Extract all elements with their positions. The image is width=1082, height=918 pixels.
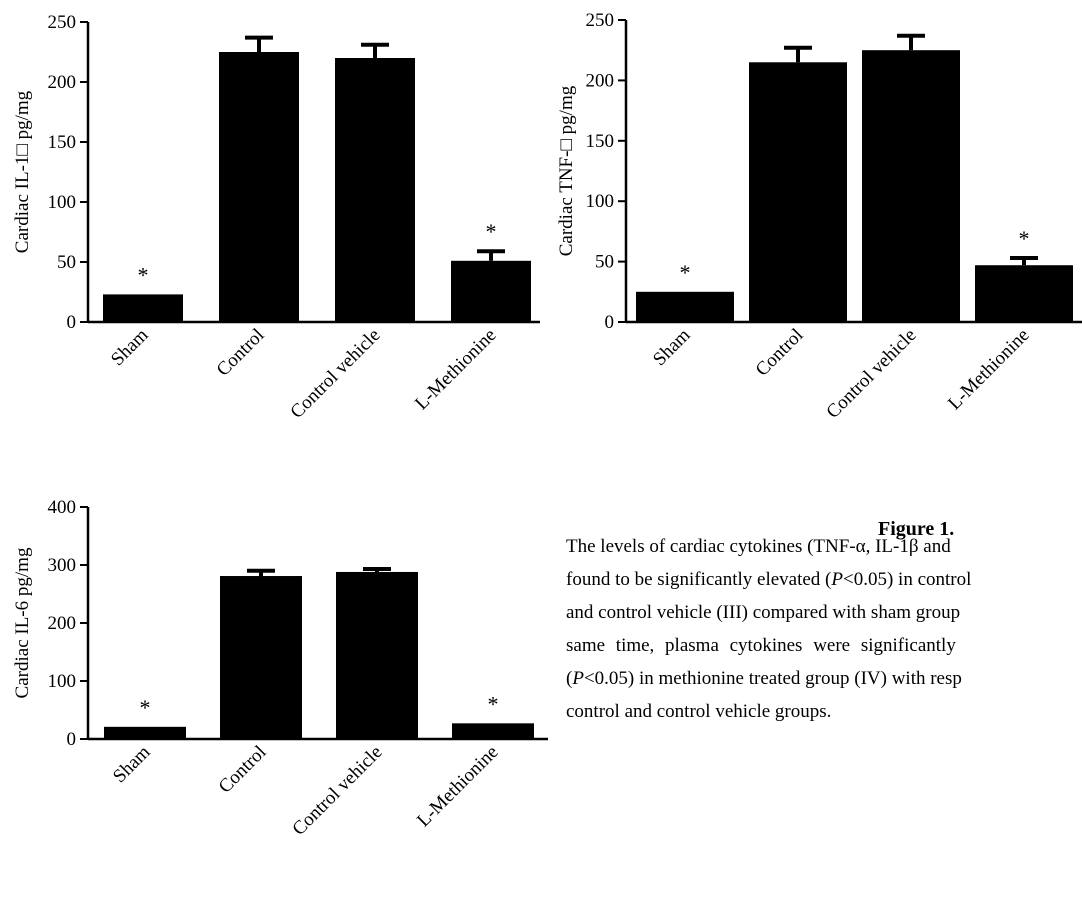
x-tick-label: L-Methionine bbox=[944, 325, 1033, 414]
y-tick-label: 200 bbox=[48, 613, 77, 634]
x-tick-label: Sham bbox=[109, 742, 155, 788]
caption-text: <0.05) in control bbox=[843, 569, 972, 590]
caption-line-6: control and control vehicle groups. bbox=[566, 695, 1082, 728]
caption-line-5: (P<0.05) in methionine treated group (IV… bbox=[566, 662, 1082, 695]
bar bbox=[335, 58, 415, 322]
y-tick-label: 400 bbox=[48, 497, 77, 518]
x-tick-label: Control bbox=[213, 325, 269, 381]
figure-title: Figure 1. bbox=[878, 518, 955, 540]
bar bbox=[104, 726, 186, 739]
y-tick-label: 100 bbox=[586, 191, 615, 212]
caption-text: ( bbox=[566, 668, 573, 689]
bar bbox=[219, 52, 299, 322]
x-tick-label: Control vehicle bbox=[288, 742, 386, 840]
bar bbox=[451, 260, 531, 322]
caption-text: <0.05) in methionine treated group (IV) … bbox=[583, 668, 962, 689]
caption-line-4: same time, plasma cytokines were signifi… bbox=[566, 629, 1082, 662]
il6-chart: 0 100 200 300 400 Cardiac IL-6 pg/mg * Sham Cont… bbox=[12, 497, 548, 840]
caption-text: same time, plasma cytokines were signifi… bbox=[566, 635, 956, 656]
bar bbox=[452, 723, 534, 739]
x-tick-label: L-Methionine bbox=[413, 742, 502, 831]
y-tick-label: 150 bbox=[48, 132, 77, 153]
y-axis-label: Cardiac IL-6 pg/mg bbox=[12, 547, 33, 698]
caption-line-3: and control vehicle (III) compared with … bbox=[566, 596, 1082, 629]
il1-chart: 0 50 100 150 200 250 Cardiac IL-1□ pg/mg * Sham C… bbox=[12, 12, 540, 423]
p-italic: P bbox=[831, 569, 843, 590]
bar bbox=[749, 62, 847, 322]
caption-text: found to be significantly elevated ( bbox=[566, 569, 832, 590]
significance-marker: * bbox=[680, 260, 691, 285]
plot-area: 0 50 100 150 200 250 Cardiac TNF-□ pg/mg * Sham C… bbox=[556, 10, 1082, 423]
y-tick-label: 0 bbox=[67, 312, 77, 333]
y-tick-label: 250 bbox=[586, 10, 615, 31]
tnf-chart: 0 50 100 150 200 250 Cardiac TNF-□ pg/mg * Sham C… bbox=[556, 10, 1082, 423]
plot-area: 0 100 200 300 400 Cardiac IL-6 pg/mg * Sham Cont… bbox=[12, 497, 548, 840]
y-tick-label: 100 bbox=[48, 192, 77, 213]
bar bbox=[103, 294, 183, 322]
x-tick-label: Control vehicle bbox=[822, 325, 920, 423]
significance-marker: * bbox=[140, 695, 151, 720]
x-tick-label: Control bbox=[752, 325, 808, 381]
caption-text: The levels of cardiac cytokines (TNF-α, … bbox=[566, 536, 951, 557]
y-tick-label: 50 bbox=[57, 252, 76, 273]
x-tick-label: Sham bbox=[107, 325, 153, 371]
significance-marker: * bbox=[488, 691, 499, 716]
y-tick-label: 200 bbox=[48, 72, 77, 93]
bar bbox=[336, 571, 418, 739]
caption-line-1: The levels of cardiac cytokines (TNF-α, … bbox=[566, 530, 1082, 563]
y-tick-label: 0 bbox=[67, 729, 77, 750]
x-tick-label: Control vehicle bbox=[286, 325, 384, 423]
x-tick-label: L-Methionine bbox=[411, 325, 500, 414]
plot-area: 0 50 100 150 200 250 Cardiac IL-1□ pg/mg * Sham C… bbox=[12, 12, 540, 423]
x-tick-label: Control bbox=[215, 742, 271, 798]
y-tick-label: 300 bbox=[48, 555, 77, 576]
x-tick-label: Sham bbox=[649, 325, 695, 371]
figure-caption: The levels of cardiac cytokines (TNF-α, … bbox=[566, 530, 1082, 728]
significance-marker: * bbox=[486, 219, 497, 244]
caption-text: and control vehicle (III) compared with … bbox=[566, 602, 961, 623]
y-axis-label: Cardiac TNF-□ pg/mg bbox=[556, 85, 577, 256]
caption-line-2: found to be significantly elevated (P<0.… bbox=[566, 563, 1082, 596]
y-tick-label: 0 bbox=[605, 312, 615, 333]
significance-marker: * bbox=[138, 262, 149, 287]
y-tick-label: 200 bbox=[586, 70, 615, 91]
y-tick-label: 150 bbox=[586, 131, 615, 152]
caption-text: control and control vehicle groups. bbox=[566, 701, 832, 722]
bar bbox=[636, 291, 734, 322]
bar bbox=[975, 265, 1073, 322]
y-tick-label: 100 bbox=[48, 671, 77, 692]
bar bbox=[220, 576, 302, 739]
y-tick-label: 50 bbox=[595, 252, 614, 273]
bar bbox=[862, 50, 960, 322]
significance-marker: * bbox=[1019, 226, 1030, 251]
p-italic: P bbox=[572, 668, 584, 689]
y-tick-label: 250 bbox=[48, 12, 77, 33]
y-axis-label: Cardiac IL-1□ pg/mg bbox=[12, 90, 33, 253]
